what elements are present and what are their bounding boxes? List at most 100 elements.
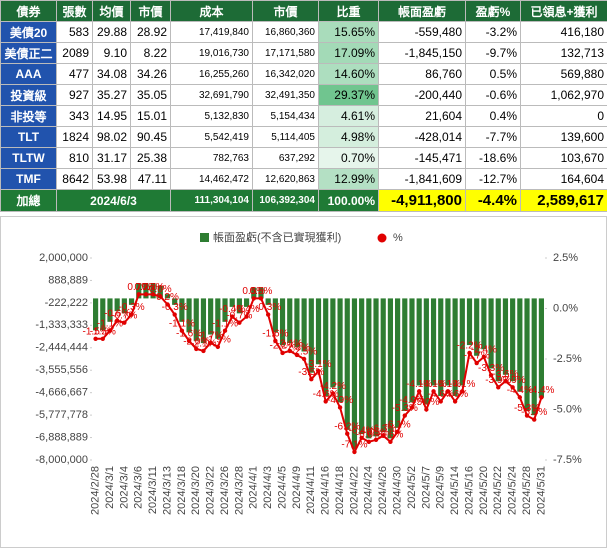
bar bbox=[93, 298, 99, 331]
point bbox=[201, 348, 206, 354]
x-tick-label: 2024/4/26 bbox=[377, 466, 389, 515]
cell: 0 bbox=[520, 105, 607, 127]
data-label: 0.6% bbox=[149, 284, 172, 295]
bar bbox=[481, 298, 487, 350]
x-tick-label: 2024/4/16 bbox=[320, 466, 332, 515]
bar bbox=[323, 298, 329, 396]
point bbox=[416, 389, 422, 394]
cell: 164,604 bbox=[520, 168, 607, 190]
cell: 12,620,863 bbox=[252, 168, 319, 190]
bar bbox=[107, 298, 113, 322]
bar bbox=[222, 298, 228, 322]
data-label: -5.5% bbox=[521, 407, 547, 418]
data-label: -1.1% bbox=[97, 318, 123, 329]
point bbox=[467, 350, 472, 356]
cell: 103,670 bbox=[520, 147, 607, 169]
point bbox=[258, 296, 264, 301]
cell: 16,860,360 bbox=[252, 21, 319, 43]
y2-tick-label: 2.5% bbox=[553, 252, 578, 264]
bar bbox=[330, 298, 336, 388]
cell: -3.2% bbox=[465, 21, 521, 43]
cell: 21,604 bbox=[378, 105, 466, 127]
bar bbox=[128, 298, 135, 305]
total-cell: -4.4% bbox=[465, 189, 521, 212]
bar bbox=[430, 298, 437, 386]
cell: -1,845,150 bbox=[378, 42, 466, 64]
cell: -0.6% bbox=[465, 84, 521, 106]
bar bbox=[344, 298, 350, 430]
bar bbox=[179, 298, 185, 322]
bar bbox=[359, 298, 365, 435]
row: 投資級 927 35.27 35.05 32,691,790 32,491,350 29.3… bbox=[0, 84, 607, 106]
total-cell: 100.00% bbox=[318, 189, 379, 212]
y-tick-label: 888,889 bbox=[48, 274, 88, 286]
point bbox=[186, 338, 192, 344]
point bbox=[165, 302, 170, 307]
x-tick-label: 2024/4/1 bbox=[248, 466, 260, 509]
total-cell: 111,304,104 bbox=[170, 189, 253, 212]
x-tick-label: 2024/3/11 bbox=[147, 466, 159, 514]
cell: 139,600 bbox=[520, 126, 607, 148]
cell: 132,713 bbox=[520, 42, 607, 64]
y-tick-label: -222,222 bbox=[45, 297, 88, 309]
cell: 17.09% bbox=[318, 42, 379, 64]
y-tick-label: -1,333,333 bbox=[35, 319, 88, 331]
cell: 14,462,472 bbox=[170, 168, 253, 190]
data-label: -4.1% bbox=[406, 379, 432, 390]
point bbox=[172, 312, 177, 317]
point bbox=[409, 405, 415, 410]
bar bbox=[438, 298, 444, 396]
bar bbox=[143, 283, 149, 299]
data-label: -6.3% bbox=[370, 423, 396, 434]
header-cell: 市價 bbox=[252, 0, 319, 22]
point bbox=[337, 405, 343, 410]
x-tick-label: 2024/3/1 bbox=[104, 466, 116, 509]
point bbox=[194, 346, 199, 352]
bar bbox=[164, 294, 171, 299]
bar bbox=[495, 298, 501, 382]
point bbox=[395, 429, 400, 434]
point bbox=[381, 433, 386, 438]
cell: 416,180 bbox=[520, 21, 607, 43]
x-tick-label: 2024/5/20 bbox=[478, 466, 490, 515]
total-cell: 2024/6/3 bbox=[56, 189, 171, 212]
bar bbox=[272, 298, 278, 333]
cell: 1,062,970 bbox=[520, 84, 607, 106]
header-cell: 盈虧% bbox=[465, 0, 521, 22]
x-tick-label: 2024/3/13 bbox=[161, 466, 173, 515]
total-cell: 2,589,617 bbox=[520, 189, 607, 212]
row: 非投等 343 14.95 15.01 5,132,830 5,154,434 4.61% 2… bbox=[0, 105, 607, 127]
x-tick-label: 2024/4/9 bbox=[291, 466, 303, 509]
y2-tick-label: 0.0% bbox=[553, 302, 578, 314]
bar bbox=[373, 298, 379, 437]
row: TMF 8642 53.98 47.11 14,462,472 12,620,863 12.… bbox=[0, 168, 607, 190]
cell: 637,292 bbox=[252, 147, 319, 169]
bar bbox=[287, 298, 293, 344]
cell: 19,016,730 bbox=[170, 42, 253, 64]
x-tick-label: 2024/3/28 bbox=[233, 466, 245, 515]
y-tick-label: -5,777,778 bbox=[35, 409, 88, 421]
bar bbox=[510, 298, 516, 382]
point bbox=[280, 350, 285, 356]
cell: 31.17 bbox=[92, 147, 131, 169]
bar bbox=[100, 298, 106, 331]
cell: 98.02 bbox=[92, 126, 131, 148]
data-label: -1.5% bbox=[83, 326, 109, 337]
data-label: -4.9% bbox=[399, 395, 425, 406]
point bbox=[532, 417, 537, 422]
cell: -200,440 bbox=[378, 84, 466, 106]
bar bbox=[517, 298, 523, 392]
cell: 美債正二 bbox=[0, 42, 57, 64]
x-tick-label: 2024/4/30 bbox=[392, 466, 404, 515]
cell: 1824 bbox=[56, 126, 93, 148]
point bbox=[503, 379, 508, 384]
bar bbox=[531, 298, 537, 416]
data-label: -6.4% bbox=[349, 425, 375, 436]
point bbox=[445, 389, 451, 394]
cell: 8.22 bbox=[130, 42, 171, 64]
data-label: 0.7% bbox=[135, 282, 158, 293]
data-label: -2.1% bbox=[277, 339, 303, 350]
bar bbox=[157, 285, 163, 299]
x-tick-label: 2024/3/4 bbox=[118, 466, 130, 509]
cell: 0.70% bbox=[318, 147, 379, 169]
